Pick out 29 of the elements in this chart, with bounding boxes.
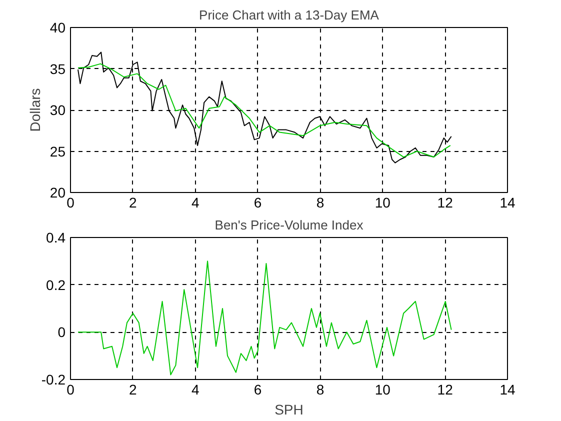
- x-tick-label: 8: [316, 194, 324, 210]
- x-tick-label: 12: [437, 382, 454, 398]
- y-tick-label: 20: [50, 184, 66, 200]
- y-tick-label: 0: [58, 324, 66, 340]
- x-tick-label: 4: [191, 194, 200, 210]
- x-axis-title: SPH: [274, 402, 304, 418]
- chart-title: Price Chart with a 13-Day EMA: [199, 8, 380, 22]
- x-tick-label: 14: [500, 194, 516, 210]
- y-axis-title: Dollars: [26, 88, 43, 132]
- y-tick-label: 25: [50, 143, 66, 160]
- chart-title: Ben's Price-Volume Index: [214, 218, 364, 232]
- line-series: [77, 260, 452, 376]
- x-tick-label: 10: [374, 194, 391, 210]
- y-tick-label: 35: [50, 60, 66, 77]
- y-tick-label: 0.4: [46, 230, 66, 246]
- y-tick-label: -0.2: [41, 372, 66, 388]
- x-tick-label: 6: [254, 382, 262, 398]
- x-tick-label: 6: [254, 194, 262, 210]
- x-tick-label: 2: [129, 382, 138, 398]
- x-tick-label: 2: [129, 194, 138, 210]
- x-tick-label: 10: [374, 382, 391, 398]
- y-tick-label: 30: [50, 102, 66, 118]
- x-tick-label: 14: [500, 382, 516, 398]
- x-tick-label: 12: [437, 194, 454, 210]
- y-tick-label: 0.2: [46, 276, 66, 293]
- x-tick-label: 4: [191, 382, 200, 398]
- y-tick-label: 40: [50, 20, 66, 36]
- line-series: [77, 63, 451, 158]
- x-tick-label: 8: [316, 382, 324, 398]
